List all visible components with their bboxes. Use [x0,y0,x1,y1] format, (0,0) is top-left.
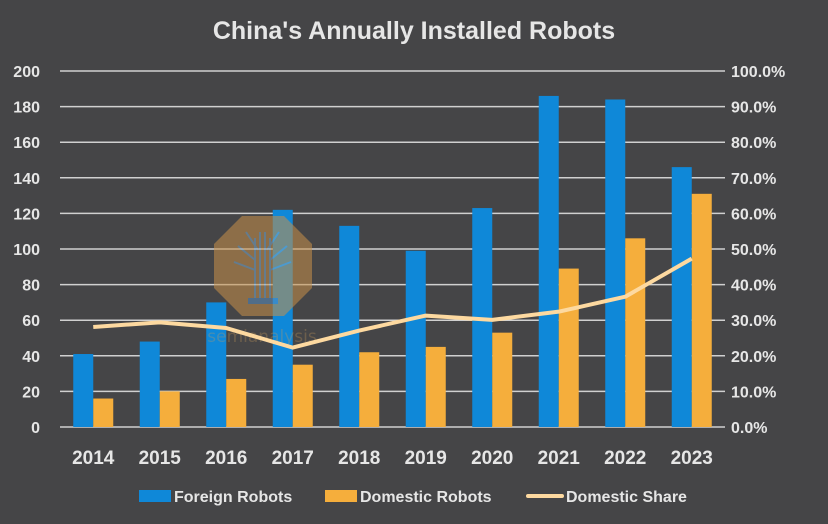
y-tick-label: 180 [13,100,40,117]
y2-tick-label: 60.0% [731,206,776,223]
x-tick-label: 2022 [604,448,646,469]
x-tick-label: 2019 [405,448,447,469]
x-tick-label: 2017 [272,448,314,469]
bar-domestic-2023 [691,193,712,427]
bar-foreign-2015 [139,341,160,427]
legend-item-foreign[interactable]: Foreign Robots [139,489,292,506]
y2-tick-label: 100.0% [731,64,785,81]
legend: Foreign Robots Domestic Robots Domestic … [139,489,687,506]
y-tick-label: 60 [22,313,40,330]
legend-swatch-domestic [325,490,357,502]
y2-tick-label: 20.0% [731,349,776,366]
bar-foreign-2016 [206,302,227,427]
y-tick-label: 160 [13,135,40,152]
y2-tick-label: 40.0% [731,278,776,295]
y-tick-label: 120 [13,206,40,223]
watermark-octagon [214,216,312,316]
x-axis: 2014 2015 2016 2017 2018 2019 2020 2021 2022 2023 [72,448,713,469]
y2-tick-label: 0.0% [731,420,767,437]
bar-domestic-2021 [558,268,579,427]
y2-tick-label: 10.0% [731,384,776,401]
bar-domestic-2018 [359,352,380,427]
bar-domestic-2019 [425,346,446,427]
y-tick-label: 40 [22,349,40,366]
bars [73,95,712,428]
y2-tick-label: 80.0% [731,135,776,152]
domestic-share-line [93,256,693,350]
x-tick-label: 2016 [205,448,247,469]
bar-domestic-2015 [159,391,180,427]
y-tick-label: 100 [13,242,40,259]
bar-foreign-2023 [671,167,692,427]
x-tick-label: 2023 [671,448,713,469]
y2-tick-label: 70.0% [731,171,776,188]
bar-foreign-2019 [405,250,426,427]
bar-foreign-2021 [538,95,559,428]
bar-domestic-2020 [492,332,513,427]
y-tick-label: 200 [13,64,40,81]
bar-domestic-2016 [226,378,247,427]
y-axis-left: 0 20 40 60 80 100 120 140 160 180 200 [13,64,40,437]
bar-foreign-2022 [605,99,626,427]
y2-tick-label: 90.0% [731,100,776,117]
y-tick-label: 140 [13,171,40,188]
legend-label-foreign: Foreign Robots [174,489,292,506]
legend-item-domestic[interactable]: Domestic Robots [325,489,492,506]
bar-domestic-2022 [625,238,646,427]
bar-foreign-2018 [339,225,360,427]
bar-foreign-2014 [73,354,94,427]
legend-item-share[interactable]: Domestic Share [526,489,687,506]
x-tick-label: 2020 [471,448,513,469]
bar-domestic-2017 [292,364,313,427]
y2-tick-label: 30.0% [731,313,776,330]
y2-tick-label: 50.0% [731,242,776,259]
x-tick-label: 2015 [139,448,182,469]
x-tick-label: 2021 [538,448,581,469]
x-tick-label: 2014 [72,448,115,469]
legend-swatch-foreign [139,490,171,502]
y-tick-label: 20 [22,384,40,401]
chart-title: China's Annually Installed Robots [213,17,615,45]
legend-label-share: Domestic Share [566,489,687,506]
x-tick-label: 2018 [338,448,380,469]
y-axis-right: 0.0% 10.0% 20.0% 30.0% 40.0% 50.0% 60.0% 70.0% 8… [731,64,785,437]
bar-domestic-2014 [93,398,114,427]
legend-label-domestic: Domestic Robots [360,489,492,506]
y-tick-label: 80 [22,278,40,295]
y-tick-label: 0 [31,420,40,437]
watermark-tree-icon [233,231,292,304]
